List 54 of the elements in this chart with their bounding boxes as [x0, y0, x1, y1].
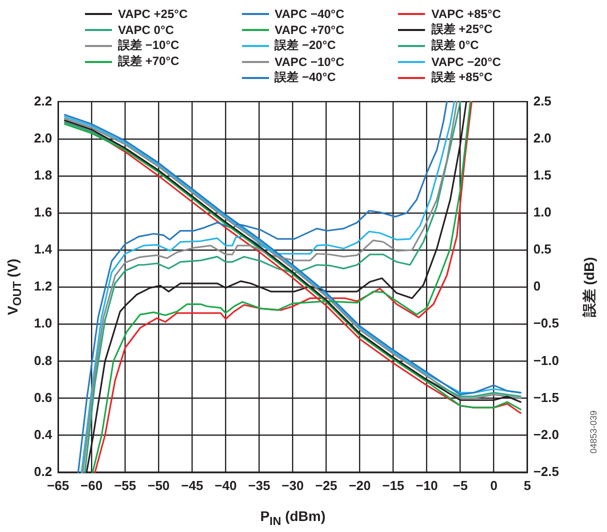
y2-tick-label: 0 — [533, 278, 541, 294]
legend-label: VAPC −40°C — [274, 6, 344, 20]
y-tick-label: 1.2 — [34, 278, 52, 294]
x-tick-label: −35 — [248, 478, 270, 493]
x-tick-label: −55 — [114, 478, 136, 493]
legend-label: VAPC 0°C — [118, 22, 174, 36]
legend-label: 誤差 0°C — [431, 37, 479, 54]
y-tick-label: 1.8 — [34, 168, 52, 182]
x-tick-label: −30 — [282, 478, 304, 493]
legend-label: VAPC −10°C — [274, 54, 344, 68]
y2-tick-label: −1.0 — [533, 352, 560, 368]
y2-tick-label: 1.0 — [533, 204, 552, 220]
x-tick-label: −45 — [181, 478, 204, 493]
x-tick-label: −20 — [348, 478, 371, 493]
y-tick-label: 1.4 — [34, 242, 53, 257]
x-tick-label: −60 — [80, 478, 103, 493]
y2-tick-label: −1.5 — [533, 390, 560, 405]
y2-axis-title: 誤差 (dB) — [580, 257, 598, 318]
y-tick-label: 1.6 — [34, 204, 52, 220]
text: 04853-039 — [588, 410, 598, 454]
x-tick-label: 0 — [490, 478, 498, 493]
legend-label: 誤差 −20°C — [274, 37, 336, 54]
legend-label: 誤差 +85°C — [431, 69, 492, 86]
legend-label: 誤差 +25°C — [431, 21, 492, 38]
x-tick-label: −50 — [148, 478, 170, 493]
y2-tick-label: −0.5 — [533, 316, 560, 331]
y2-tick-label: 2.0 — [533, 130, 552, 146]
y2-tick-label: −2.0 — [533, 426, 560, 442]
x-tick-label: −15 — [382, 478, 404, 493]
y-tick-label: 1.0 — [34, 316, 52, 331]
legend-label: 誤差 +70°C — [118, 53, 180, 70]
y-tick-label: 2.2 — [34, 93, 52, 108]
x-tick-label: −5 — [452, 478, 468, 493]
y-tick-label: 0.8 — [34, 352, 52, 368]
y-tick-label: 0.4 — [34, 426, 53, 442]
y2-tick-label: 0.5 — [533, 242, 552, 257]
x-tick-label: −65 — [47, 478, 70, 493]
y2-tick-label: −2.5 — [533, 464, 560, 479]
y2-tick-label: 2.5 — [533, 93, 552, 108]
y-tick-label: 2.0 — [34, 130, 52, 146]
y-tick-label: 0.2 — [34, 464, 52, 479]
x-tick-label: 5 — [524, 478, 531, 493]
x-tick-label: −25 — [315, 478, 338, 493]
legend-label: 誤差 −10°C — [118, 37, 180, 54]
x-axis-title: P$_{IN}$ (dBm) — [260, 508, 326, 528]
x-tick-label: −40 — [214, 478, 237, 493]
y2-tick-label: 1.5 — [533, 168, 552, 182]
legend-label: VAPC +85°C — [431, 6, 501, 20]
legend-label: VAPC +70°C — [274, 22, 344, 36]
legend-label: 誤差 −40°C — [274, 69, 336, 86]
x-tick-label: −10 — [416, 478, 438, 493]
legend-label: VAPC −20°C — [431, 54, 501, 68]
legend-label: VAPC +25°C — [118, 6, 188, 20]
y-tick-label: 0.6 — [34, 390, 52, 405]
